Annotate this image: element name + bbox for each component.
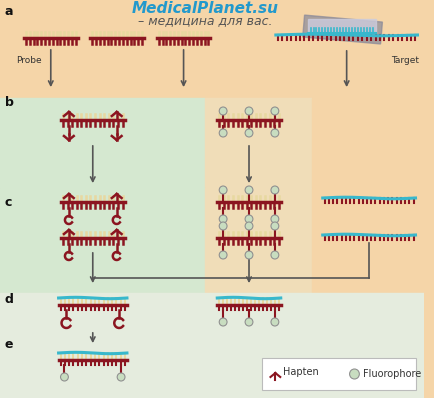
Text: b: b (5, 96, 14, 109)
Circle shape (219, 222, 227, 230)
Bar (205, 98, 312, 188)
Bar (312, 188, 424, 293)
Circle shape (271, 215, 279, 223)
Circle shape (219, 318, 227, 326)
Circle shape (245, 222, 253, 230)
Text: – медицина для вас.: – медицина для вас. (138, 14, 272, 27)
Bar (0, 0, 424, 98)
Circle shape (219, 251, 227, 259)
Circle shape (271, 251, 279, 259)
Bar (302, 15, 382, 44)
Text: Hapten: Hapten (283, 367, 319, 377)
Circle shape (271, 129, 279, 137)
Text: a: a (5, 5, 13, 18)
Circle shape (219, 129, 227, 137)
Circle shape (271, 222, 279, 230)
Circle shape (245, 251, 253, 259)
Circle shape (349, 369, 359, 379)
Circle shape (245, 318, 253, 326)
Circle shape (60, 373, 68, 381)
Circle shape (117, 373, 125, 381)
Text: Target: Target (391, 56, 419, 65)
Text: MedicalPlanet.su: MedicalPlanet.su (132, 1, 279, 16)
Circle shape (271, 318, 279, 326)
Circle shape (219, 107, 227, 115)
Text: c: c (5, 196, 12, 209)
Text: Fluorophore: Fluorophore (363, 369, 421, 379)
Bar (0, 98, 205, 188)
Circle shape (271, 186, 279, 194)
Bar (262, 358, 416, 390)
Bar (205, 188, 312, 293)
Circle shape (245, 186, 253, 194)
Text: Probe: Probe (16, 56, 42, 65)
Circle shape (219, 186, 227, 194)
Circle shape (219, 215, 227, 223)
Circle shape (245, 129, 253, 137)
Bar (0, 293, 424, 398)
Bar (0, 188, 205, 293)
Text: e: e (5, 338, 13, 351)
Circle shape (245, 215, 253, 223)
Bar (312, 98, 424, 188)
Circle shape (245, 107, 253, 115)
Text: d: d (5, 293, 14, 306)
Bar (308, 19, 376, 33)
Circle shape (271, 107, 279, 115)
